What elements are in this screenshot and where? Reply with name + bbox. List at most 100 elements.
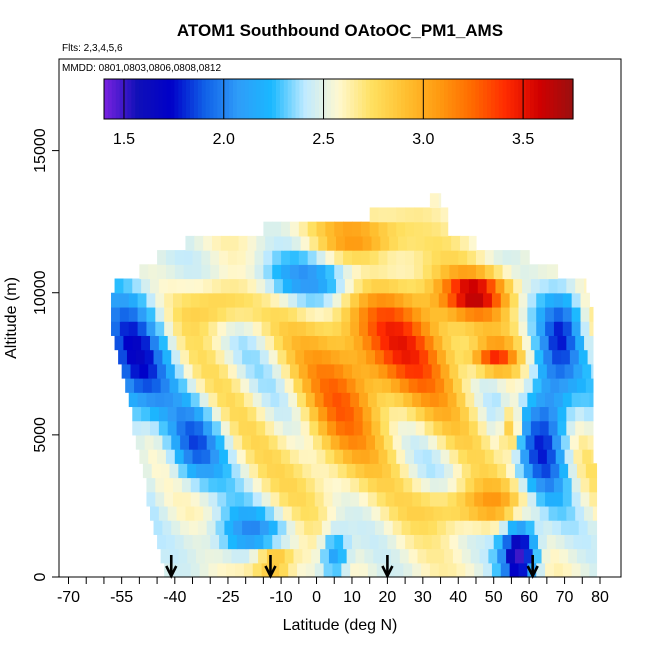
heatmap-cell — [289, 250, 300, 265]
heatmap-cell — [516, 349, 527, 365]
heatmap-cell — [529, 534, 539, 550]
heatmap-cell — [157, 250, 167, 265]
heatmap-cell — [196, 463, 206, 479]
heatmap-cell — [261, 477, 272, 493]
heatmap-cell — [208, 306, 218, 322]
heatmap-cell — [461, 548, 472, 564]
heatmap-cell — [261, 491, 272, 507]
heatmap-cell — [440, 449, 451, 464]
heatmap-cell — [541, 378, 551, 393]
heatmap-cell — [277, 520, 288, 535]
heatmap-cell — [141, 278, 151, 294]
heatmap-cell — [150, 406, 160, 422]
heatmap-cell — [573, 449, 583, 464]
heatmap-cell — [245, 534, 256, 550]
heatmap-cell — [196, 548, 206, 564]
heatmap-cell — [403, 477, 413, 493]
heatmap-cell — [181, 491, 192, 507]
heatmap-cell — [188, 520, 199, 535]
heatmap-cell — [532, 548, 543, 564]
heatmap-cell — [167, 420, 178, 436]
heatmap-cell — [157, 534, 167, 550]
heatmap-cell — [229, 335, 240, 351]
heatmap-cell — [474, 562, 484, 578]
heatmap-cell — [438, 306, 449, 322]
heatmap-cell — [375, 434, 385, 450]
heatmap-cell — [412, 477, 422, 493]
heatmap-cell — [217, 392, 227, 408]
heatmap-cell — [403, 292, 413, 308]
heatmap-cell — [341, 562, 351, 578]
colorbar-segment — [150, 79, 156, 119]
heatmap-cell — [527, 306, 537, 322]
heatmap-cell — [254, 363, 264, 379]
heatmap-cell — [359, 392, 369, 408]
heatmap-cell — [412, 562, 422, 578]
heatmap-cell — [550, 378, 560, 393]
heatmap-cell — [270, 491, 280, 507]
heatmap-cell — [367, 562, 378, 578]
heatmap-cell — [375, 520, 385, 535]
heatmap-cell — [215, 434, 226, 450]
heatmap-cell — [272, 221, 282, 237]
heatmap-cell — [559, 548, 569, 564]
heatmap-cell — [181, 306, 192, 322]
heatmap-cell — [564, 363, 575, 379]
heatmap-cell — [282, 335, 293, 351]
heatmap-cell — [235, 562, 245, 578]
heatmap-cell — [190, 562, 201, 578]
heatmap-cell — [569, 520, 580, 535]
heatmap-cell — [385, 392, 396, 408]
colorbar-segment — [303, 79, 308, 119]
heatmap-cell — [144, 434, 155, 450]
heatmap-cell — [481, 434, 491, 450]
heatmap-cell — [447, 321, 458, 336]
heatmap-cell — [289, 221, 300, 237]
colorbar-segment — [494, 79, 500, 119]
heatmap-cell — [343, 250, 353, 265]
heatmap-cell — [518, 306, 528, 322]
heatmap-cell — [204, 378, 215, 393]
heatmap-cell — [415, 505, 426, 521]
heatmap-cell — [160, 463, 171, 479]
heatmap-cell — [316, 363, 326, 379]
heatmap-cell — [585, 378, 594, 393]
heatmap-cell — [132, 335, 142, 351]
colorbar-segment — [526, 79, 531, 119]
heatmap-cell — [376, 292, 387, 308]
heatmap-cell — [341, 292, 351, 308]
heatmap-cell — [553, 392, 564, 408]
heatmap-cell — [431, 221, 442, 237]
heatmap-cell — [468, 420, 479, 436]
heatmap-cell — [541, 463, 551, 479]
heatmap-cell — [537, 264, 548, 280]
heatmap-cell — [238, 505, 249, 521]
heatmap-cell — [355, 548, 365, 564]
heatmap-cell — [405, 449, 415, 464]
heatmap-cell — [351, 250, 362, 265]
y-tick-label: 15000 — [32, 128, 49, 173]
heatmap-cell — [203, 406, 213, 422]
heatmap-cell — [247, 278, 257, 294]
heatmap-cell — [504, 335, 514, 351]
heatmap-cell — [507, 520, 518, 535]
heatmap-cell — [465, 562, 475, 578]
heatmap-cell — [247, 420, 257, 436]
heatmap-cell — [256, 335, 266, 351]
heatmap-cell — [224, 520, 234, 535]
heatmap-cell — [424, 420, 435, 436]
heatmap-cell — [220, 505, 231, 521]
colorbar-segment — [166, 79, 172, 119]
heatmap-cell — [151, 463, 162, 479]
heatmap-cell — [146, 477, 156, 493]
heatmap-cell — [568, 463, 578, 479]
heatmap-cell — [309, 406, 319, 422]
x-tick-label: -25 — [216, 589, 239, 606]
heatmap-cell — [366, 520, 376, 535]
heatmap-cell — [219, 449, 229, 464]
heatmap-cell — [291, 420, 302, 436]
heatmap-cell — [389, 335, 399, 351]
heatmap-cell — [465, 477, 475, 493]
heatmap-cell — [281, 449, 291, 464]
heatmap-cell — [520, 250, 530, 265]
